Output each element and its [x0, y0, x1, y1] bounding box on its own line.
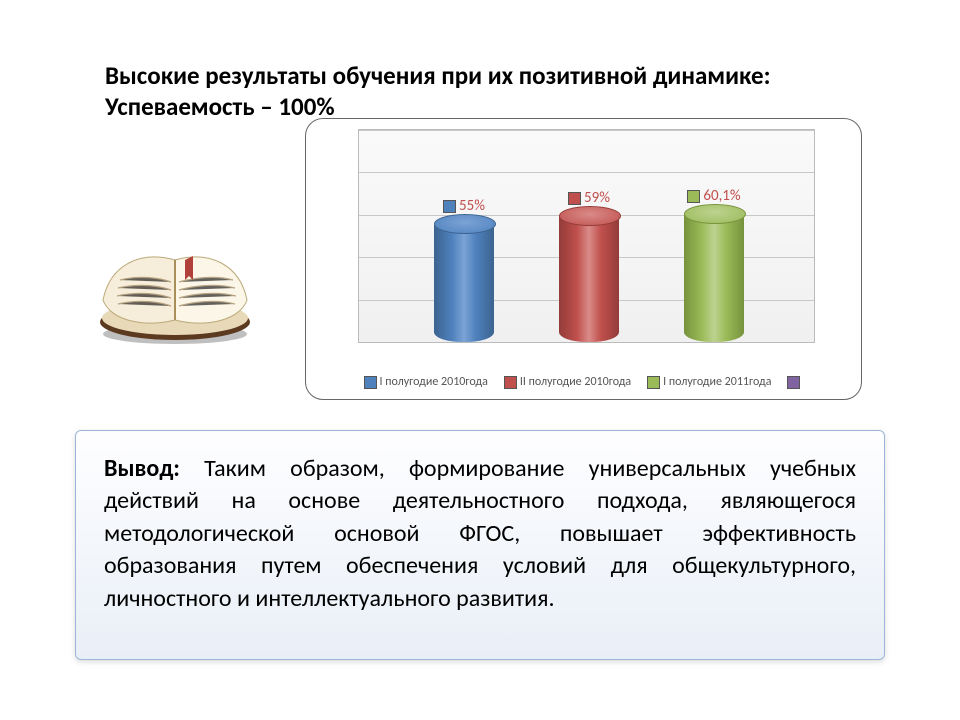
legend-marker-icon	[364, 376, 377, 389]
bar-value-label: 55%	[414, 197, 514, 215]
bar-body	[559, 217, 619, 342]
bar-body	[684, 215, 744, 342]
value-text: 55%	[459, 197, 485, 215]
bar-2	[559, 217, 631, 342]
bar-top	[559, 206, 621, 226]
bar-value-label: 59%	[539, 189, 639, 207]
slide-title: Высокие результаты обучения при их позит…	[105, 60, 865, 123]
value-text: 60,1%	[703, 187, 740, 205]
book-icon	[85, 230, 265, 350]
legend-marker-icon	[787, 376, 800, 389]
conclusion-box: Вывод: Таким образом, формирование униве…	[75, 430, 885, 660]
conclusion-label: Вывод:	[104, 454, 180, 483]
legend-item-empty	[787, 375, 803, 389]
title-line-2: Успеваемость – 100%	[105, 91, 335, 122]
value-marker-icon	[568, 192, 581, 205]
value-marker-icon	[687, 190, 700, 203]
legend-item: II полугодие 2010года	[504, 375, 631, 389]
value-text: 59%	[584, 189, 610, 207]
legend-label: I полугодие 2010года	[380, 375, 488, 389]
legend-label: I полугодие 2011года	[663, 375, 771, 389]
legend-marker-icon	[504, 376, 517, 389]
bar-value-label: 60,1%	[664, 187, 764, 205]
value-marker-icon	[443, 200, 456, 213]
title-line-1: Высокие результаты обучения при их позит…	[105, 60, 771, 91]
bar-1	[434, 225, 506, 342]
chart-legend: I полугодие 2010года II полугодие 2010год…	[306, 375, 861, 389]
bar-3	[684, 215, 756, 342]
conclusion-text: Таким образом, формирование универсальны…	[104, 454, 856, 613]
chart-container: 55% 59% 60,1% I полугодие 2010года II полуг…	[305, 118, 862, 400]
chart-plot-area: 55% 59% 60,1%	[358, 129, 815, 343]
gridline	[359, 172, 814, 173]
legend-marker-icon	[647, 376, 660, 389]
legend-label: II полугодие 2010года	[520, 375, 631, 389]
legend-item: I полугодие 2011года	[647, 375, 771, 389]
bar-top	[684, 204, 746, 224]
legend-item: I полугодие 2010года	[364, 375, 488, 389]
gridline	[359, 130, 814, 131]
bar-body	[434, 225, 494, 342]
